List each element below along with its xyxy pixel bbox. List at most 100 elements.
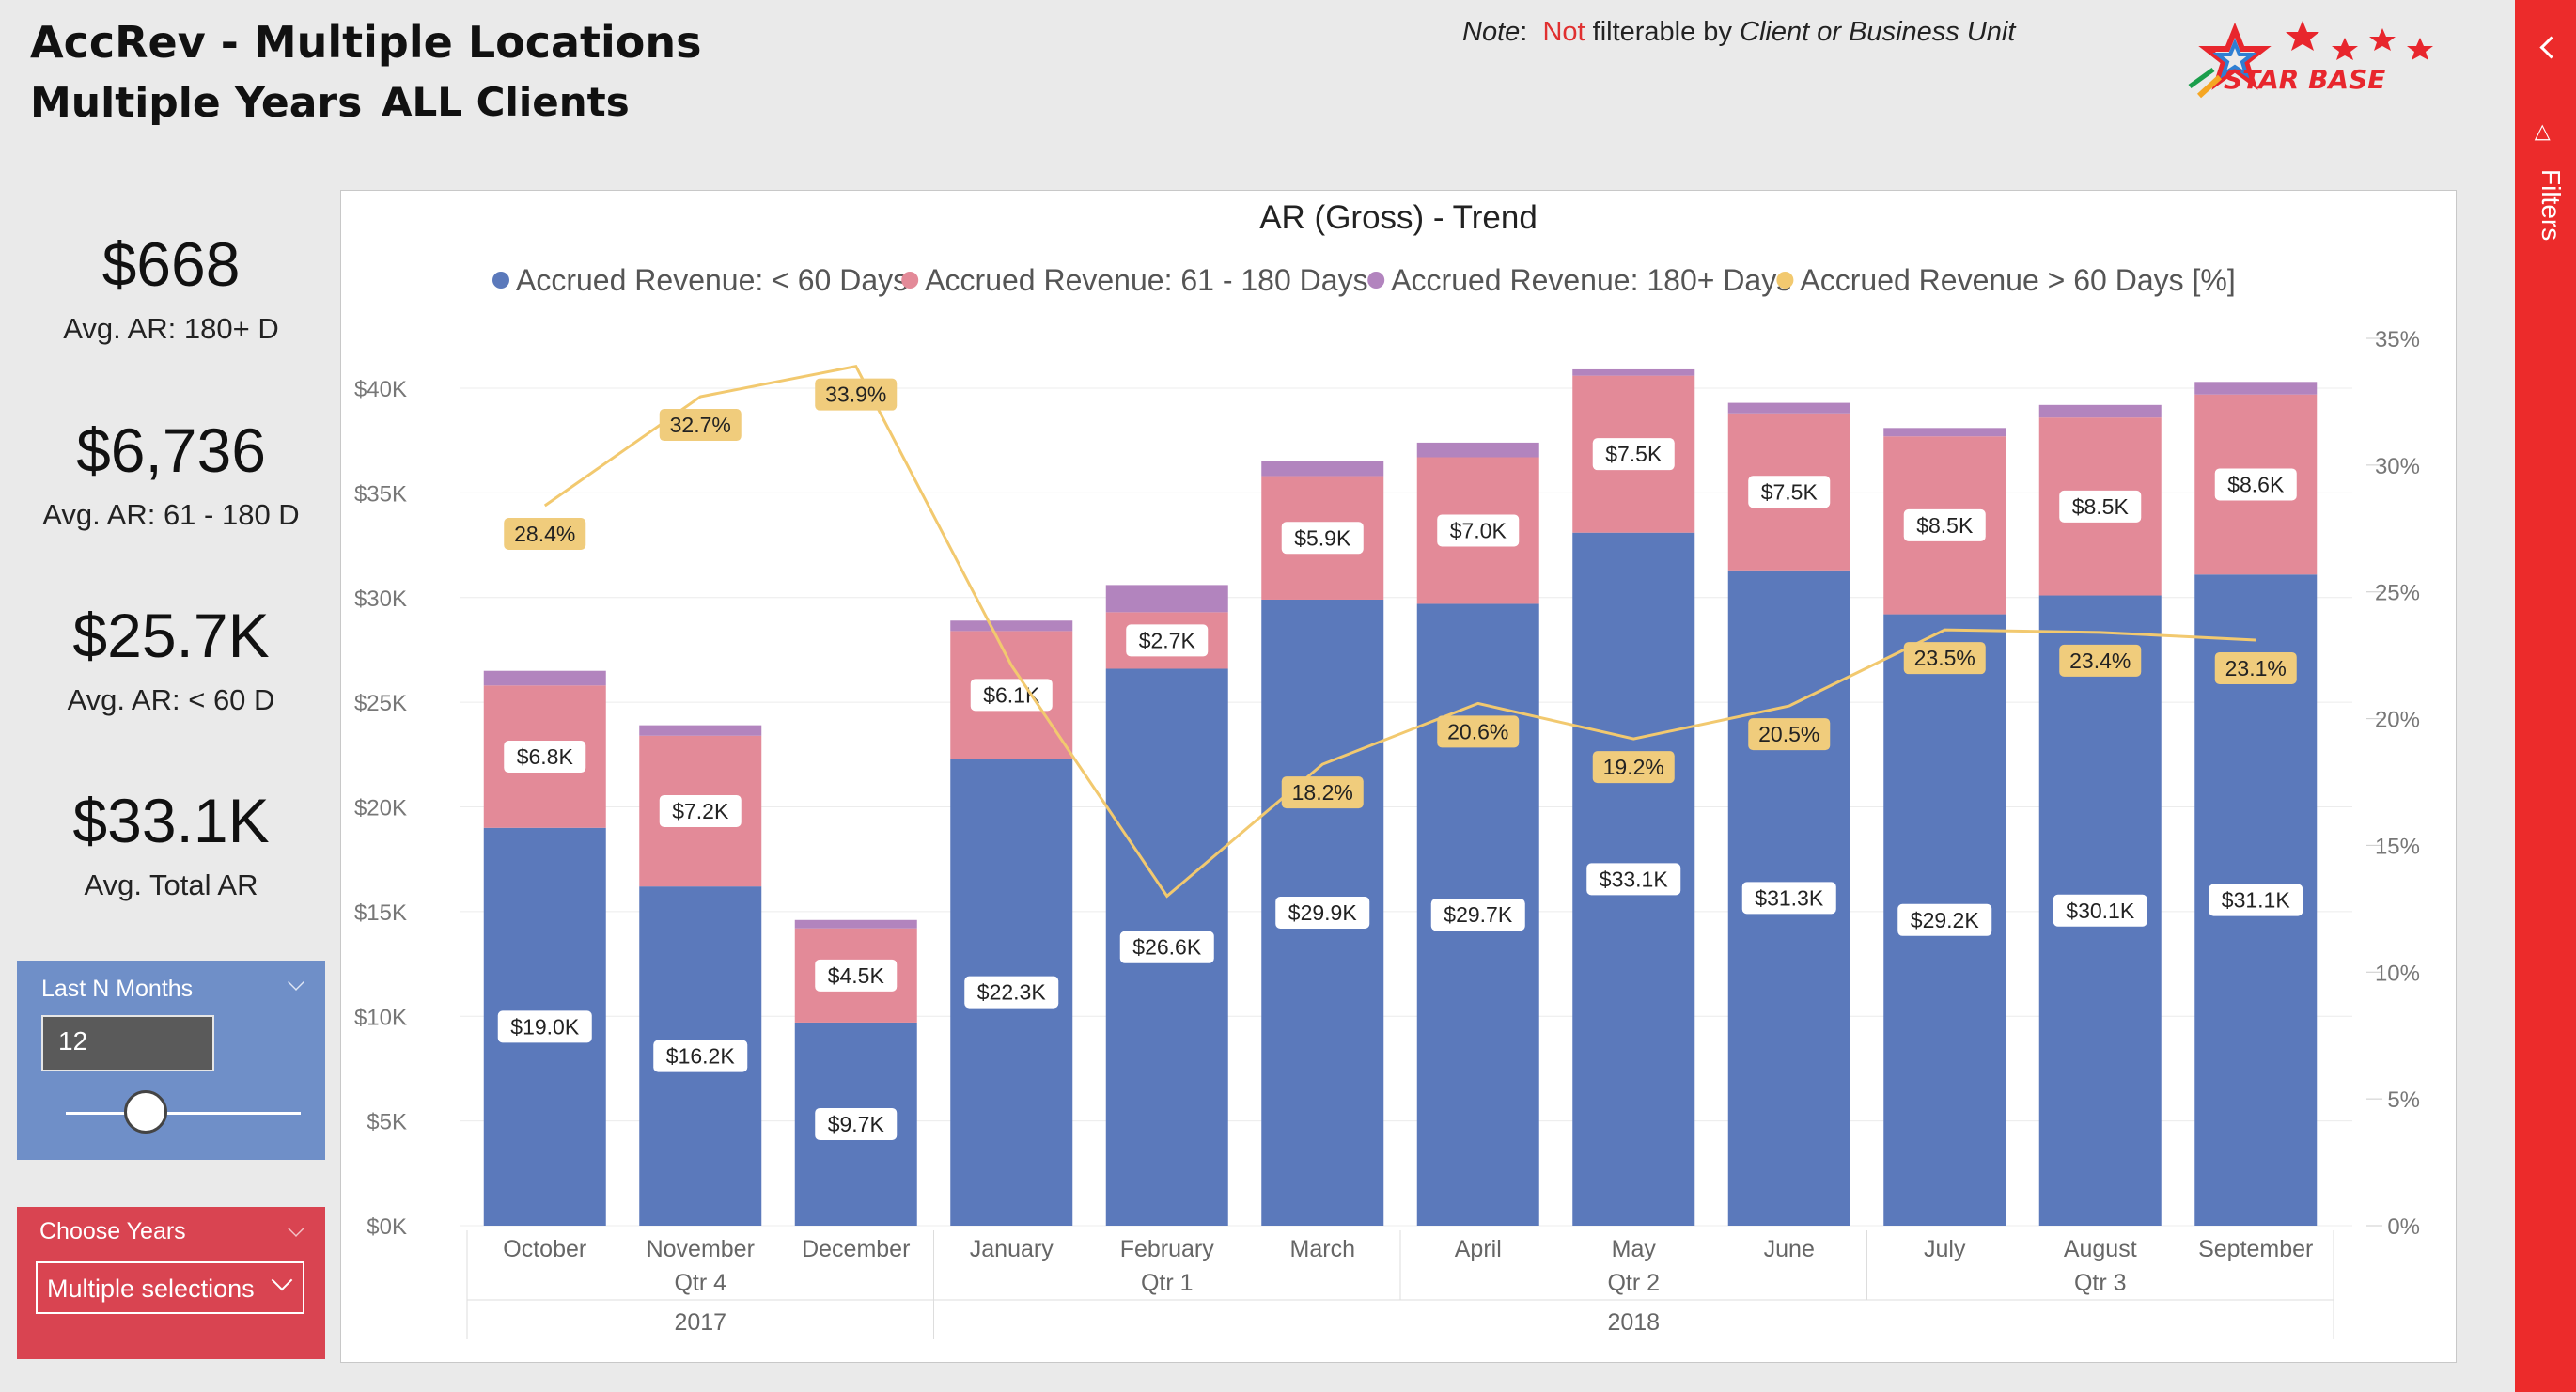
y2-tick-label: 25% [2375,581,2420,606]
x-tick-label: December [802,1236,910,1262]
y2-tick-label: 35% [2375,327,2420,352]
bar-data-label: $7.2K [672,799,729,823]
kpi-label: Avg. AR: < 60 D [67,683,275,716]
note-business-unit: Business Unit [1849,17,2016,47]
chevron-down-icon[interactable] [288,1220,304,1237]
pct-data-label: 33.9% [825,383,886,407]
kpi-card-total-ar: $33.1K Avg. Total AR [17,790,325,902]
quarter-label: Qtr 1 [1141,1270,1194,1296]
ar-trend-chart[interactable]: AR (Gross) - Trend Accrued Revenue: < 60 … [340,190,2457,1363]
bar-data-label-bg [1281,522,1364,555]
x-tick-label: March [1290,1236,1355,1262]
kpi-card-61-180-days: $6,736 Avg. AR: 61 - 180 D [17,419,325,532]
pct-line [543,364,2256,899]
pct-data-label: 23.5% [1914,646,1975,670]
bar-segment [639,725,762,736]
report-subtitle-years: Multiple Years [30,79,363,127]
year-label: 2017 [674,1309,726,1336]
y-tick-label: $40K [354,377,407,402]
bar-data-label-bg [815,1107,898,1140]
x-tick-label: May [1612,1236,1657,1262]
y-tick-label: $25K [354,691,407,716]
pct-data-label: 28.4% [514,522,575,546]
pct-data-label: 23.1% [2225,656,2287,680]
choose-years-slicer: Choose Years Multiple selections [17,1207,325,1359]
bar-data-label-bg [1586,863,1681,896]
bar-segment [2194,382,2318,395]
pct-data-label-bg [1437,715,1520,748]
bar-data-label: $22.3K [977,980,1047,1005]
bar-data-label-bg [2214,468,2297,501]
bar-data-label-bg [964,976,1059,1009]
slicer-title: Choose Years [39,1218,186,1244]
pct-data-label-bg [1281,776,1364,809]
x-tick-label: August [2064,1236,2137,1262]
bar-data-label: $19.0K [510,1014,580,1039]
bar-data-label: $8.5K [2072,494,2130,519]
bar-segment [1261,461,1384,477]
slider-thumb[interactable] [124,1090,167,1134]
bar-segment [794,919,917,929]
bar-data-label: $30.1K [2066,899,2135,923]
chevron-down-icon[interactable] [288,974,304,991]
y2-tick-label: 30% [2375,454,2420,479]
legend-item: Accrued Revenue: 61 - 180 Days [925,263,1367,297]
last-n-months-slicer: Last N Months 12 [17,961,325,1160]
pct-data-label: 19.2% [1603,755,1664,779]
pct-data-label: 18.2% [1292,780,1353,805]
kpi-card-180-days: $668 Avg. AR: 180+ D [17,233,325,346]
bar-data-label-bg [1741,882,1836,915]
y2-tick-label: 10% [2375,961,2420,986]
bar-segment [1416,442,1539,458]
pct-data-label-bg [659,409,742,442]
collapse-chevron-icon[interactable] [2539,36,2563,59]
quarter-label: Qtr 2 [1607,1270,1660,1296]
bar-segment [2038,404,2162,418]
chart-svg: AR (Gross) - Trend Accrued Revenue: < 60 … [354,199,2420,1339]
slider-track[interactable] [66,1112,301,1115]
kpi-label: Avg. AR: 180+ D [63,312,279,345]
bar-data-label-bg [653,1040,748,1072]
bar-data-label: $31.1K [2222,888,2291,913]
pct-data-label-bg [1748,718,1831,751]
bar-data-label: $5.9K [1294,525,1351,550]
chart-title: AR (Gross) - Trend [1259,199,1538,236]
kpi-label: Avg. AR: 61 - 180 D [42,498,300,531]
y-tick-label: $30K [354,587,407,612]
quarter-label: Qtr 4 [674,1270,726,1296]
note-or: or [1817,17,1842,47]
note-client: Client [1740,17,1810,47]
chevron-down-icon [271,1269,293,1291]
y-tick-label: $5K [367,1110,407,1135]
legend-marker [1776,272,1794,289]
legend-item: Accrued Revenue: < 60 Days [516,263,908,297]
bar-data-label-bg [1748,476,1831,508]
bar-data-label-bg [1897,903,1992,936]
x-tick-label: October [503,1236,586,1262]
bar-data-label: $7.5K [1605,442,1663,466]
bar-data-label: $29.9K [1288,900,1358,925]
filter-note: Note: Not filterable by Client or Busine… [1462,17,2016,47]
bar-segment [1105,585,1228,613]
pct-data-label-bg [2214,651,2297,684]
pct-data-label-bg [815,378,898,411]
y-tick-label: $0K [367,1214,407,1240]
kpi-value: $6,736 [76,415,266,485]
star-base-logo: STAR BASE [2188,21,2433,99]
pct-data-label-bg [1903,642,1986,675]
bar-segment [950,620,1073,632]
filters-pane[interactable]: ◁ [2515,0,2576,1392]
years-dropdown[interactable]: Multiple selections [36,1261,304,1314]
filters-pane-label[interactable]: Filters [2537,169,2566,242]
months-input[interactable]: 12 [41,1015,214,1071]
note-label: Note [1462,17,1521,47]
legend-marker [1367,272,1385,289]
report-title: AccRev - Multiple Locations [30,17,702,68]
x-tick-label: January [970,1236,1054,1262]
kpi-value: $33.1K [72,786,270,855]
y2-tick-label: 15% [2375,834,2420,859]
bar-data-label: $7.5K [1761,479,1819,504]
legend-marker [492,272,509,289]
bar-data-label-bg [1275,896,1370,929]
bar-data-label: $9.7K [828,1112,885,1136]
